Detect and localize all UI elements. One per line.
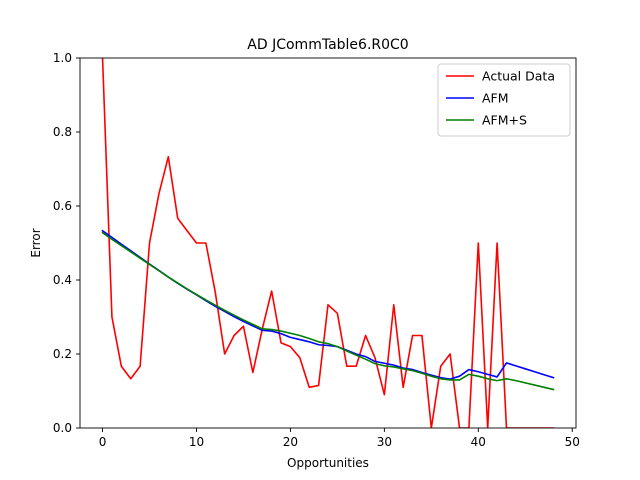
- x-tick-label: 40: [471, 435, 486, 449]
- y-tick-label: 0.0: [53, 421, 72, 435]
- legend-label: AFM+S: [482, 113, 527, 128]
- x-tick-label: 20: [283, 435, 298, 449]
- y-axis-label: Error: [29, 228, 43, 257]
- axes: 0 10 20 30 40 50 0.0 0.2 0.4 0.6 0.8 1.0: [53, 51, 580, 449]
- legend: Actual Data AFM AFM+S: [437, 63, 571, 137]
- x-axis-label: Opportunities: [287, 456, 369, 470]
- legend-box: [437, 63, 571, 137]
- x-tick-label: 0: [99, 435, 107, 449]
- x-tick-label: 50: [565, 435, 580, 449]
- series-group: [101, 58, 555, 428]
- x-tick-label: 30: [377, 435, 392, 449]
- axes-frame: [79, 57, 577, 429]
- plot-area: [101, 58, 555, 428]
- x-tick-label: 10: [189, 435, 204, 449]
- series-line-afm-s: [101, 231, 555, 391]
- chart-title: AD JCommTable6.R0C0: [247, 37, 408, 53]
- y-tick-label: 0.2: [53, 347, 72, 361]
- legend-label: AFM: [482, 91, 509, 106]
- y-tick-label: 0.8: [53, 125, 72, 139]
- y-tick-label: 1.0: [53, 51, 72, 65]
- y-tick-label: 0.4: [53, 273, 72, 287]
- legend-label: Actual Data: [482, 69, 555, 84]
- series-line-actual-data: [101, 58, 555, 428]
- y-tick-label: 0.6: [53, 199, 72, 213]
